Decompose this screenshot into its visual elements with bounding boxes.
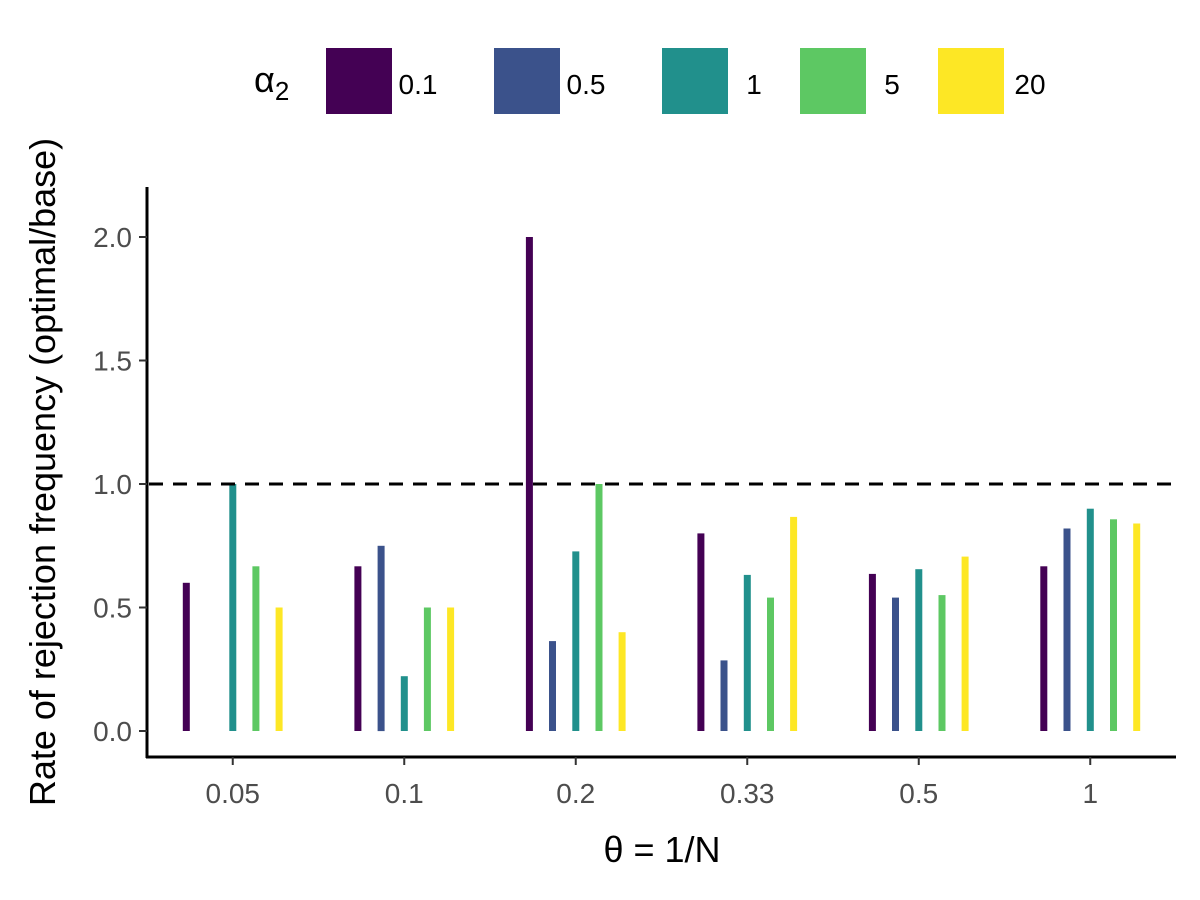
bar-0-2-alpha-1 [572,551,580,731]
bar-0-05-alpha-20 [275,607,283,731]
y-ticks: 0.0 0.5 1.0 1.5 2.0 [93,222,147,747]
y-tick-label: 0.5 [93,593,132,624]
bar-0-5-alpha-0-1 [868,573,876,731]
y-tick-label: 0.0 [93,716,132,747]
bar-0-1-alpha-1 [400,676,408,731]
bar-0-5-alpha-1 [915,569,923,731]
bar-0-33-alpha-0-1 [697,533,705,731]
legend-title-subscript: 2 [275,76,289,106]
legend-key-0-5 [494,48,560,114]
bar-0-5-alpha-20 [961,556,969,731]
y-axis-title: Rate of rejection frequency (optimal/bas… [22,138,63,806]
legend-title-symbol: α [254,59,275,100]
legend-label-5: 5 [884,69,900,100]
bar-0-1-alpha-0-5 [377,545,385,732]
bar-0-33-alpha-0-5 [720,660,728,731]
y-tick-label: 2.0 [93,222,132,253]
legend-label-0-5: 0.5 [567,69,606,100]
legend-title: α2 [254,59,289,106]
bar-0-2-alpha-5 [595,484,603,731]
bar-0-05-alpha-0-1 [182,582,190,731]
x-tick-label: 0.05 [206,778,261,809]
bar-0-05-alpha-1 [229,484,237,731]
legend-key-0-1 [326,48,392,114]
bar-1-alpha-0-1 [1040,566,1048,731]
bar-1-alpha-0-5 [1063,528,1071,731]
legend-label-20: 20 [1014,69,1045,100]
bar-0-5-alpha-5 [938,595,946,731]
x-tick-label: 0.1 [385,778,424,809]
bar-0-1-alpha-20 [447,607,455,731]
bars-group [182,237,1141,732]
legend-key-1 [662,48,728,114]
bar-0-33-alpha-20 [790,516,798,731]
bar-0-05-alpha-5 [252,566,260,731]
legend-label-0-1: 0.1 [399,69,438,100]
y-tick-label: 1.5 [93,346,132,377]
bar-0-5-alpha-0-5 [892,597,899,731]
x-tick-label: 1 [1082,778,1098,809]
bar-0-2-alpha-0-1 [525,237,533,731]
legend: α2 0.1 0.5 1 5 20 [254,48,1046,114]
bar-0-33-alpha-5 [767,597,774,731]
bar-0-1-alpha-5 [423,607,431,731]
bar-0-2-alpha-20 [618,632,626,731]
bar-0-2-alpha-0-5 [549,641,556,731]
bar-1-alpha-20 [1133,523,1141,731]
bar-0-33-alpha-1 [743,574,751,731]
x-tick-label: 0.2 [556,778,595,809]
legend-label-1: 1 [746,69,762,100]
legend-items: 0.1 0.5 1 5 20 [326,48,1046,114]
legend-key-20 [938,48,1004,114]
y-tick-label: 1.0 [93,469,132,500]
x-ticks: 0.05 0.1 0.2 0.33 0.5 1 [206,757,1098,809]
bar-1-alpha-5 [1110,519,1117,731]
legend-key-5 [800,48,866,114]
bar-1-alpha-1 [1086,508,1094,731]
x-tick-label: 0.5 [899,778,938,809]
x-tick-label: 0.33 [720,778,775,809]
x-axis-title: θ = 1/N [603,829,720,870]
axes: 0.0 0.5 1.0 1.5 2.0 0.05 0.1 0.2 0.33 0.5 1 [93,187,1176,809]
bar-0-1-alpha-0-1 [354,566,362,731]
